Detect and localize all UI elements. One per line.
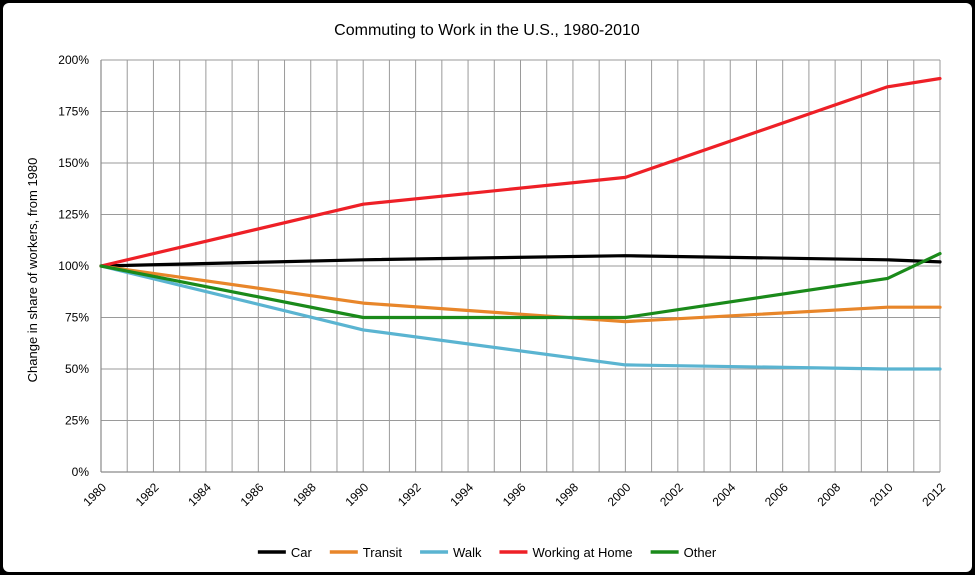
y-tick-label: 0%: [72, 465, 90, 479]
legend-item: Transit: [329, 545, 403, 560]
legend-label: Transit: [363, 545, 403, 560]
y-tick-label: 150%: [58, 156, 89, 170]
x-tick-label: 1990: [343, 480, 372, 509]
x-tick-label: 1998: [552, 480, 581, 509]
y-tick-label: 175%: [58, 105, 89, 119]
series-lines: [99, 76, 942, 371]
series-line-transit: [99, 264, 942, 324]
y-tick-label: 25%: [65, 414, 89, 428]
series-line-other: [99, 252, 942, 320]
x-tick-labels: 1980 1982 1984 1986 1988 1990 1992 1994 1996 1998…: [80, 480, 948, 509]
legend-item: Other: [650, 545, 717, 560]
y-tick-label: 50%: [65, 362, 89, 376]
y-axis-label: Change in share of workers, from 1980: [25, 158, 40, 383]
x-tick-label: 2006: [762, 480, 791, 509]
x-tick-label: 2008: [814, 480, 843, 509]
y-tick-label: 200%: [58, 53, 89, 67]
x-tick-label: 1982: [133, 480, 162, 509]
x-tick-label: 2010: [867, 480, 896, 509]
legend: Car Transit Walk Working at Home Other: [257, 545, 717, 560]
x-tick-label: 2012: [919, 480, 948, 509]
legend-label: Working at Home: [532, 545, 632, 560]
y-tick-labels: 0% 25% 50% 75% 100% 125% 150% 175% 200%: [58, 53, 89, 479]
chart-title: Commuting to Work in the U.S., 1980-2010: [334, 22, 640, 39]
x-tick-label: 1996: [500, 480, 529, 509]
chart: Commuting to Work in the U.S., 1980-2010…: [25, 22, 948, 560]
grid: [101, 59, 941, 472]
x-tick-label: 1980: [80, 480, 109, 509]
y-tick-label: 100%: [58, 259, 89, 273]
legend-label: Car: [291, 545, 313, 560]
series-line-working-at-home: [99, 76, 942, 268]
x-tick-label: 2000: [605, 480, 634, 509]
x-tick-label: 2002: [657, 480, 686, 509]
y-tick-label: 125%: [58, 208, 89, 222]
x-tick-label: 1984: [185, 480, 214, 509]
legend-label: Other: [684, 545, 717, 560]
x-tick-label: 1988: [290, 480, 319, 509]
x-tick-label: 1994: [447, 480, 476, 509]
chart-frame: Commuting to Work in the U.S., 1980-2010…: [3, 3, 972, 572]
y-tick-label: 75%: [65, 311, 89, 325]
legend-label: Walk: [453, 545, 482, 560]
x-tick-label: 2004: [710, 480, 739, 509]
series-line-car: [99, 254, 942, 268]
x-tick-label: 1992: [395, 480, 424, 509]
x-tick-label: 1986: [238, 480, 267, 509]
legend-item: Working at Home: [499, 545, 633, 560]
legend-item: Walk: [420, 545, 482, 560]
legend-item: Car: [257, 545, 313, 560]
series-line-walk: [99, 264, 942, 371]
